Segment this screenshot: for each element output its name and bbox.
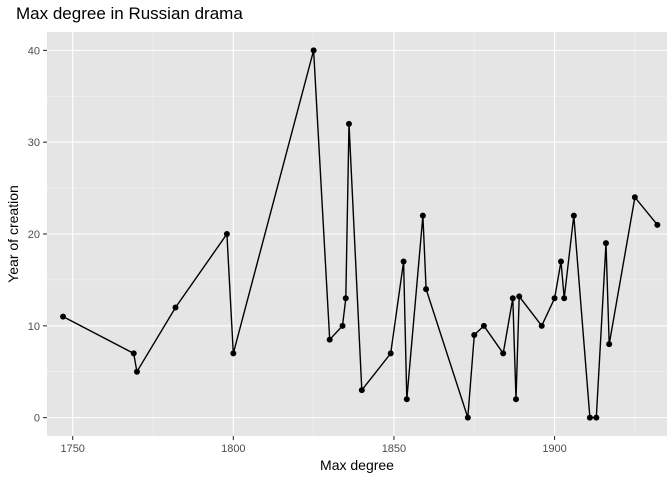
data-point bbox=[471, 332, 478, 338]
y-axis-title: Year of creation bbox=[5, 185, 21, 283]
data-point bbox=[500, 350, 507, 357]
y-tick-label: 0 bbox=[34, 413, 40, 425]
data-point bbox=[133, 368, 140, 375]
data-points bbox=[60, 47, 661, 421]
data-point bbox=[516, 293, 523, 300]
chart-title: Max degree in Russian drama bbox=[16, 4, 243, 23]
y-tick-label: 30 bbox=[28, 137, 40, 149]
data-point bbox=[342, 295, 349, 302]
data-point bbox=[561, 295, 568, 302]
y-tick-label: 40 bbox=[28, 45, 40, 57]
y-tick-label: 20 bbox=[28, 229, 40, 241]
data-point bbox=[586, 414, 593, 421]
data-point bbox=[345, 120, 352, 127]
axis-ticks bbox=[43, 49, 556, 440]
data-point bbox=[606, 341, 613, 348]
data-point bbox=[551, 295, 558, 302]
x-tick-label: 1900 bbox=[542, 443, 566, 455]
data-point bbox=[339, 322, 346, 329]
data-point bbox=[403, 396, 410, 403]
data-point bbox=[326, 336, 333, 343]
data-point bbox=[400, 258, 407, 265]
x-tick-labels: 1750 1800 1850 1900 bbox=[60, 443, 566, 455]
data-point bbox=[557, 258, 564, 265]
data-point bbox=[654, 221, 661, 228]
data-point bbox=[513, 396, 520, 403]
data-point bbox=[602, 240, 609, 247]
data-point bbox=[480, 322, 487, 329]
x-tick-label: 1850 bbox=[382, 443, 406, 455]
major-gridlines bbox=[47, 32, 667, 436]
data-point bbox=[570, 212, 577, 219]
y-tick-label: 10 bbox=[28, 321, 40, 333]
data-point bbox=[419, 212, 426, 219]
data-point bbox=[387, 350, 394, 357]
x-tick-label: 1800 bbox=[221, 443, 245, 455]
data-point bbox=[172, 304, 179, 311]
data-point bbox=[130, 350, 137, 357]
data-point bbox=[223, 231, 230, 237]
data-point bbox=[230, 350, 237, 357]
data-point bbox=[60, 313, 67, 320]
data-point bbox=[464, 414, 471, 421]
data-point bbox=[593, 414, 600, 421]
data-point bbox=[538, 322, 545, 329]
data-point bbox=[310, 47, 317, 54]
data-point bbox=[631, 194, 638, 201]
y-tick-labels: 0 10 20 30 40 bbox=[28, 45, 40, 424]
x-axis-title: Max degree bbox=[320, 457, 394, 473]
x-tick-label: 1750 bbox=[60, 443, 84, 455]
data-point bbox=[509, 295, 516, 302]
data-point bbox=[358, 387, 365, 394]
data-point bbox=[423, 286, 430, 293]
